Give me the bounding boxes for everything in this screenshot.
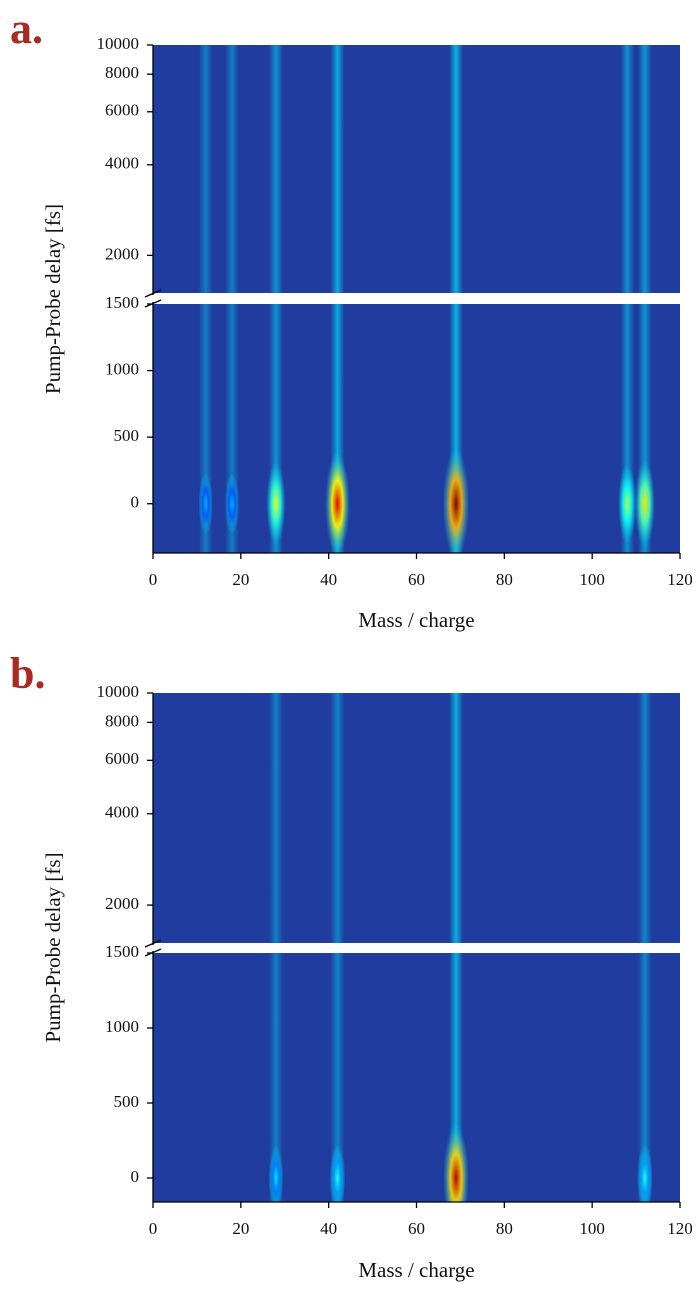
intensity-streak [637,693,652,1202]
y-tick-label: 10000 [97,34,140,53]
y-tick-label: 0 [131,1167,140,1186]
y-tick-label: 1500 [105,293,139,312]
y-tick-label: 500 [114,1092,140,1111]
y-tick-label: 4000 [105,803,139,822]
panel-label: a. [10,4,43,53]
y-tick-label: 6000 [105,101,139,120]
x-tick-label: 0 [149,570,158,589]
intensity-peak [198,473,213,535]
intensity-peak [442,448,470,553]
intensity-peak [634,460,655,547]
x-tick-label: 0 [149,1219,158,1238]
x-tick-label: 120 [667,1219,693,1238]
intensity-peak [325,452,350,553]
x-axis-label: Mass / charge [358,608,474,632]
intensity-peak [636,1144,653,1202]
intensity-streak [330,693,345,1202]
x-tick-label: 80 [496,1219,513,1238]
y-tick-label: 1000 [105,359,139,378]
y-axis-label: Pump-Probe delay [fs] [41,204,65,394]
y-tick-label: 0 [131,493,140,512]
intensity-streak [268,693,283,1202]
x-tick-label: 60 [408,570,425,589]
axis-break [144,289,162,298]
x-axis-label: Mass / charge [358,1258,474,1282]
plot-background [153,45,680,293]
y-axis-label: Pump-Probe delay [fs] [41,852,65,1042]
x-tick-label: 100 [579,570,605,589]
y-tick-label: 2000 [105,244,139,263]
plot-background [153,304,680,553]
x-tick-label: 60 [408,1219,425,1238]
y-tick-label: 10000 [97,682,140,701]
x-tick-label: 40 [320,1219,337,1238]
intensity-peak [443,1124,469,1202]
y-tick-label: 6000 [105,749,139,768]
y-tick-label: 8000 [105,63,139,82]
y-tick-label: 500 [114,426,140,445]
y-tick-label: 4000 [105,154,139,173]
plot-background [153,953,680,1202]
intensity-peak [225,473,240,535]
panel-label: b. [10,649,45,698]
y-tick-label: 2000 [105,894,139,913]
plot-background [153,693,680,943]
y-tick-label: 1000 [105,1017,139,1036]
x-tick-label: 100 [579,1219,605,1238]
x-tick-label: 40 [320,570,337,589]
y-tick-label: 8000 [105,711,139,730]
intensity-peak [266,462,286,545]
x-tick-label: 20 [232,1219,249,1238]
x-tick-label: 120 [667,570,693,589]
intensity-peak [268,1145,284,1202]
intensity-peak [618,464,637,543]
x-tick-label: 80 [496,570,513,589]
x-tick-label: 20 [232,570,249,589]
y-tick-label: 1500 [105,942,139,961]
axis-break [144,939,162,948]
intensity-peak [329,1144,346,1202]
